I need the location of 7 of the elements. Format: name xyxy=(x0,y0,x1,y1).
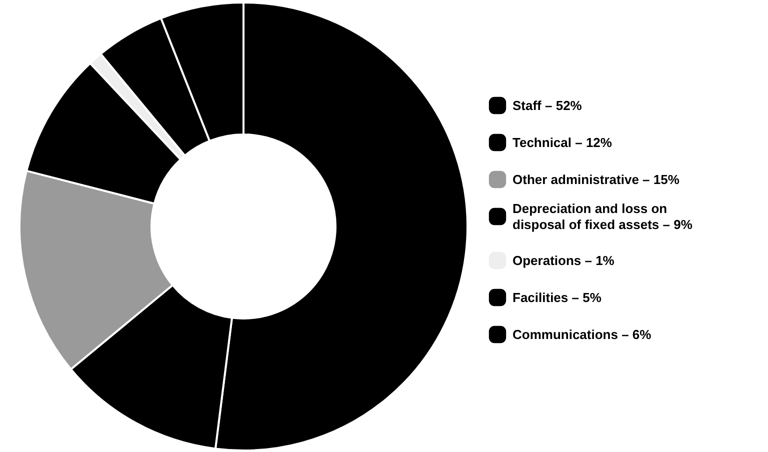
legend-label: Depreciation and loss on disposal of fixed assets – 9% xyxy=(512,201,693,232)
legend-label: Staff – 52% xyxy=(512,98,582,113)
legend-label: Facilities – 5% xyxy=(512,290,602,305)
legend-label: Communications – 6% xyxy=(512,327,652,342)
legend-label: Operations – 1% xyxy=(512,253,615,268)
legend-label: Other administrative – 15% xyxy=(512,172,680,187)
legend-label: Technical – 12% xyxy=(512,135,612,150)
